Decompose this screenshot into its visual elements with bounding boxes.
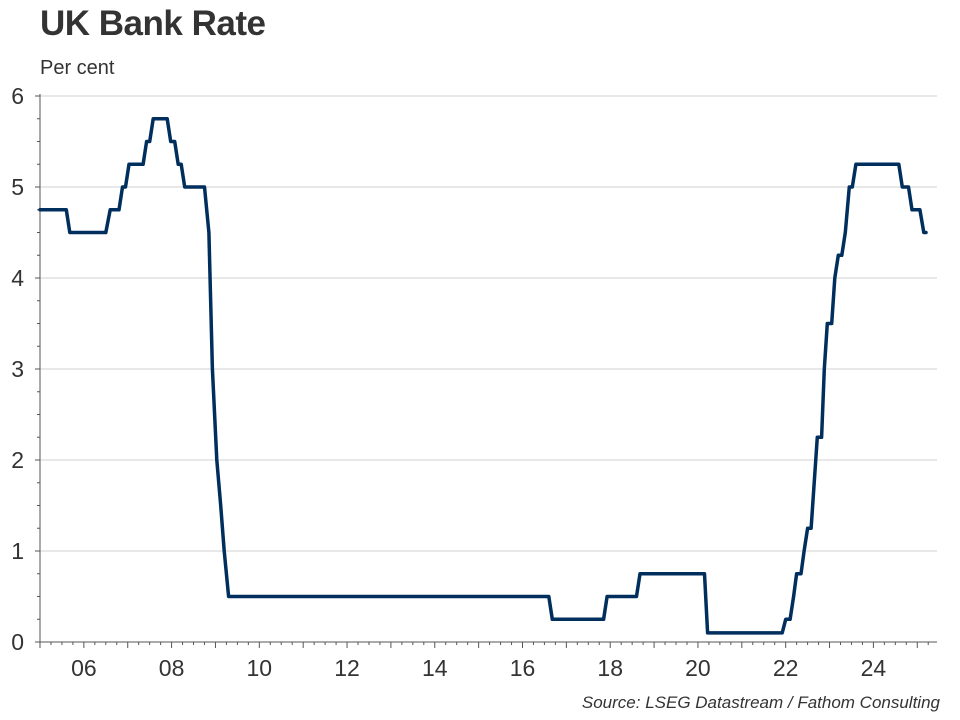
y-tick-label: 3 [11, 356, 24, 382]
source-note: Source: LSEG Datastream / Fathom Consult… [581, 693, 940, 712]
y-tick-label: 1 [11, 538, 24, 564]
x-tick-label: 20 [685, 655, 711, 681]
y-tick-label: 2 [11, 447, 24, 473]
x-tick-label: 06 [71, 655, 97, 681]
x-tick-label: 24 [861, 655, 887, 681]
gridlines [40, 95, 937, 552]
x-tick-label: 10 [247, 655, 273, 681]
x-tick-label: 16 [510, 655, 536, 681]
x-tick-label: 12 [334, 655, 360, 681]
x-tick-label: 08 [159, 655, 185, 681]
y-tick-label: 5 [11, 174, 24, 200]
chart-subtitle: Per cent [40, 57, 115, 79]
x-tick-label: 14 [422, 655, 448, 681]
y-tick-label: 6 [11, 83, 24, 109]
series-line-bank-rate [38, 117, 928, 635]
y-tick-label: 0 [11, 629, 24, 655]
x-tick-label: 18 [597, 655, 623, 681]
y-tick-label: 4 [11, 265, 24, 291]
chart-title: UK Bank Rate [40, 4, 266, 43]
x-tick-label: 22 [773, 655, 799, 681]
series-layer [38, 117, 928, 635]
